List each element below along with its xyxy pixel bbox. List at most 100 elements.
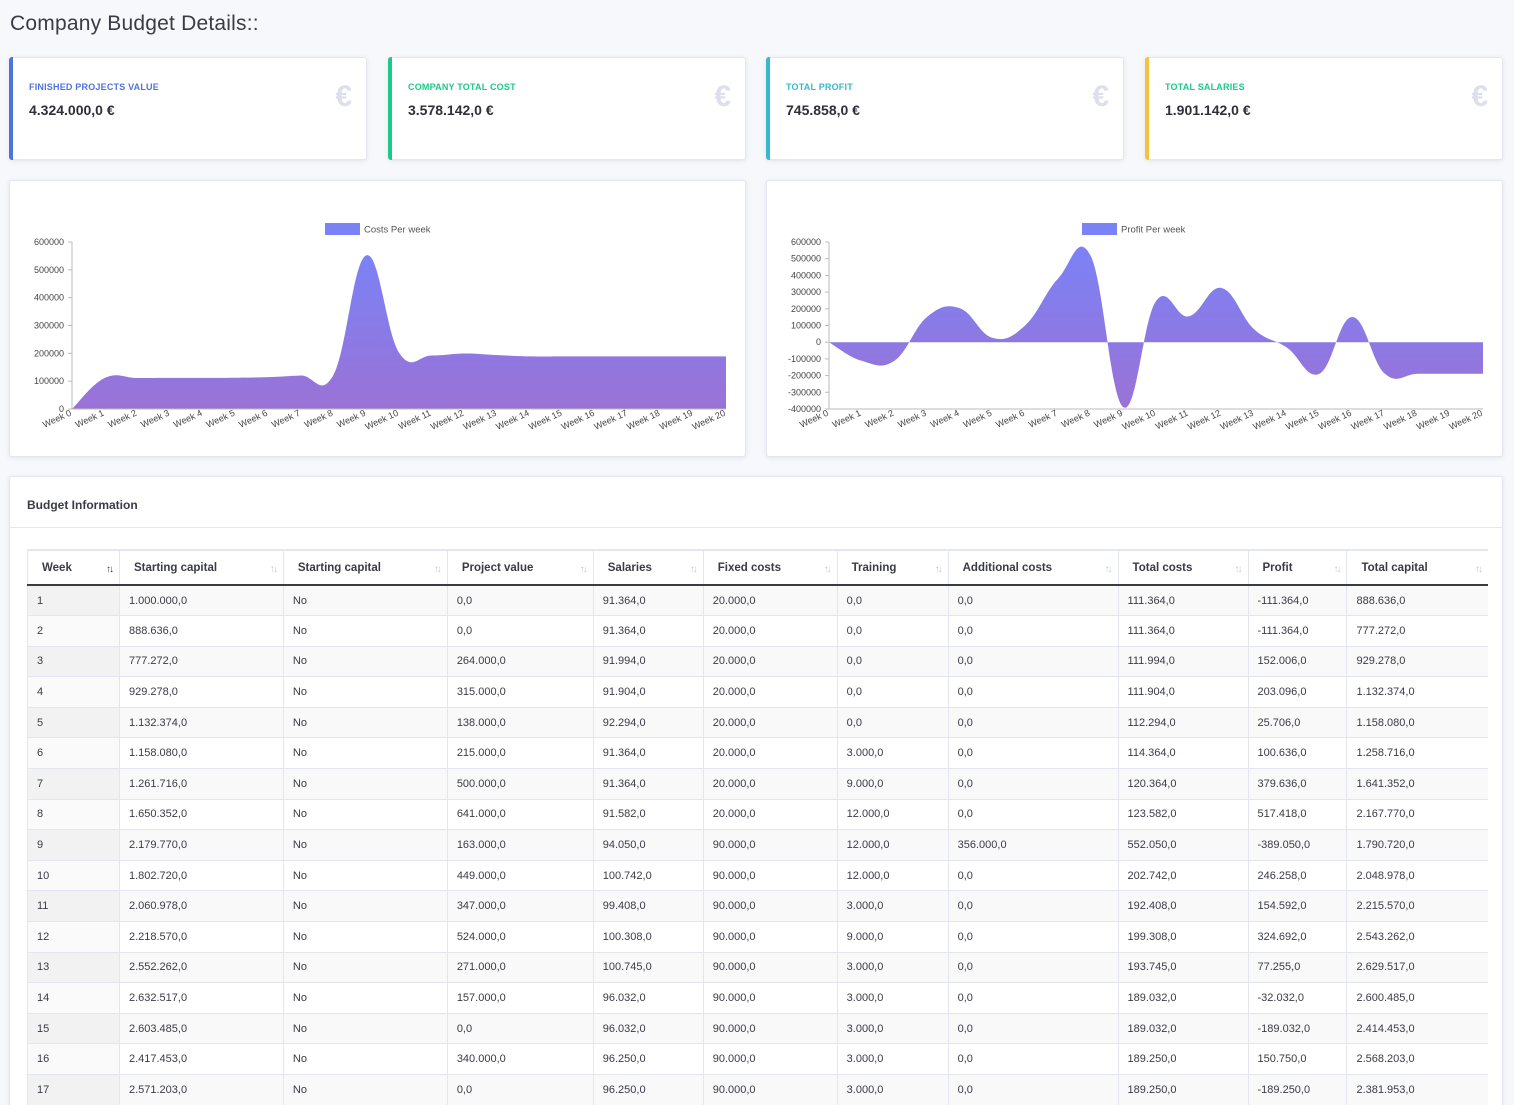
column-header[interactable]: Profit ↑↓ [1247, 549, 1347, 586]
column-header[interactable]: Starting capital ↑↓ [282, 549, 448, 586]
table-row[interactable]: 5 1.132.374,0 No 138.000,0 92.294,0 20.000,0 0… [27, 707, 1488, 739]
table-cell: 91.364,0 [592, 585, 704, 617]
column-header[interactable]: Fixed costs ↑↓ [702, 549, 838, 586]
table-row[interactable]: 13 2.552.262,0 No 271.000,0 100.745,0 90.000,… [27, 952, 1488, 984]
y-tick-label: 600000 [791, 237, 821, 247]
table-cell: 96.032,0 [592, 982, 704, 1014]
sort-icon[interactable]: ↑↓ [433, 564, 442, 575]
table-cell: 2.568.203,0 [1346, 1043, 1488, 1075]
table-cell: 0,0 [947, 707, 1119, 739]
table-row[interactable]: 8 1.650.352,0 No 641.000,0 91.582,0 20.000,0 1… [27, 799, 1488, 831]
x-tick-label: Week 15 [1284, 408, 1320, 432]
x-tick-label: Week 3 [139, 408, 171, 430]
table-row[interactable]: 17 2.571.203,0 No 0,0 96.250,0 90.000,0 3.000,… [27, 1074, 1488, 1105]
column-header[interactable]: Additional costs ↑↓ [947, 549, 1119, 586]
table-cell: 7 [27, 768, 120, 800]
table-cell: 138.000,0 [446, 707, 594, 739]
table-cell: 0,0 [947, 615, 1119, 647]
x-tick-label: Week 11 [1154, 408, 1190, 432]
table-row[interactable]: 10 1.802.720,0 No 449.000,0 100.742,0 90.000,… [27, 860, 1488, 892]
table-cell: 90.000,0 [702, 860, 838, 892]
sort-icon[interactable]: ↑↓ [1234, 564, 1243, 575]
column-header[interactable]: Starting capital ↑↓ [118, 549, 284, 586]
table-row[interactable]: 6 1.158.080,0 No 215.000,0 91.364,0 20.000,0 3… [27, 737, 1488, 770]
sort-icon[interactable]: ↑↓ [1333, 564, 1341, 575]
table-cell: 9.000,0 [836, 768, 949, 800]
column-header[interactable]: Week ↑↓ [27, 549, 120, 586]
table-cell: 96.250,0 [592, 1074, 704, 1105]
table-row[interactable]: 4 929.278,0 No 315.000,0 91.904,0 20.000,0 0,0… [27, 676, 1488, 708]
x-tick-label: Week 10 [364, 408, 400, 432]
table-cell: -111.364,0 [1247, 615, 1347, 647]
table-cell: 0,0 [446, 615, 594, 647]
table-row[interactable]: 12 2.218.570,0 No 524.000,0 100.308,0 90.000,… [27, 921, 1488, 953]
table-cell: 114.364,0 [1117, 737, 1248, 770]
sort-icon[interactable]: ↑↓ [689, 564, 698, 575]
table-cell: 0,0 [836, 676, 949, 708]
sort-icon[interactable]: ↑↓ [269, 564, 278, 575]
series-area[interactable] [829, 246, 1483, 408]
series-area[interactable] [72, 255, 726, 409]
profit-per-week-chart[interactable]: Profit Per week -400000 -300000 -200000 -100… [767, 181, 1504, 458]
x-tick-label: Week 18 [625, 408, 661, 432]
table-cell: 2.632.517,0 [118, 982, 284, 1014]
sort-icon[interactable]: ↑↓ [823, 564, 832, 575]
table-cell: 90.000,0 [702, 921, 838, 953]
table-row[interactable]: 1 1.000.000,0 No 0,0 91.364,0 20.000,0 0,0 0,0 1… [27, 585, 1488, 617]
table-row[interactable]: 14 2.632.517,0 No 157.000,0 96.032,0 90.000,0… [27, 982, 1488, 1014]
column-header[interactable]: Total costs ↑↓ [1117, 549, 1248, 586]
column-header[interactable]: Training ↑↓ [836, 549, 949, 586]
table-cell: No [282, 921, 448, 953]
sort-icon[interactable]: ↑↓ [105, 564, 114, 575]
table-cell: 90.000,0 [702, 1074, 838, 1105]
table-row[interactable]: 2 888.636,0 No 0,0 91.364,0 20.000,0 0,0 0,0 111… [27, 615, 1488, 647]
x-tick-label: Week 5 [962, 408, 994, 430]
costs-per-week-chart[interactable]: Costs Per week 0 100000 200000 300000 400000 5… [10, 181, 747, 458]
table-cell: 20.000,0 [702, 676, 838, 708]
table-cell: 3 [27, 646, 120, 678]
y-tick-label: 200000 [34, 348, 64, 358]
card-header: Budget Information [10, 477, 1502, 528]
table-row[interactable]: 16 2.417.453,0 No 340.000,0 96.250,0 90.000,0… [27, 1043, 1488, 1075]
table-cell: 12.000,0 [836, 829, 949, 861]
table-cell: 90.000,0 [702, 1043, 838, 1075]
budget-information-card: Budget Information Week ↑↓ Starting capita… [9, 476, 1503, 1105]
table-row[interactable]: 15 2.603.485,0 No 0,0 96.032,0 90.000,0 3.000,… [27, 1013, 1488, 1045]
table-cell: 264.000,0 [446, 646, 594, 678]
sort-icon[interactable]: ↑↓ [1104, 564, 1113, 575]
chart-legend[interactable]: Profit Per week [1082, 223, 1186, 236]
table-row[interactable]: 3 777.272,0 No 264.000,0 91.994,0 20.000,0 0,0… [27, 646, 1488, 678]
column-header[interactable]: Project value ↑↓ [446, 549, 594, 586]
table-cell: 1 [27, 585, 120, 617]
table-row[interactable]: 9 2.179.770,0 No 163.000,0 94.050,0 90.000,0 1… [27, 829, 1488, 861]
table-cell: No [282, 829, 448, 861]
table-cell: 0,0 [947, 676, 1119, 708]
table-cell: 157.000,0 [446, 982, 594, 1014]
column-header[interactable]: Salaries ↑↓ [592, 549, 704, 586]
table-cell: 20.000,0 [702, 707, 838, 739]
table-cell: 2.060.978,0 [118, 890, 284, 923]
stat-accent-bar [9, 57, 13, 160]
column-header-label: Total costs [1132, 561, 1193, 574]
table-cell: 14 [27, 982, 120, 1014]
table-cell: 2.167.770,0 [1346, 799, 1488, 831]
table-row[interactable]: 7 1.261.716,0 No 500.000,0 91.364,0 20.000,0 9… [27, 768, 1488, 800]
table-cell: 2.218.570,0 [118, 921, 284, 953]
table-row[interactable]: 11 2.060.978,0 No 347.000,0 99.408,0 90.000,0… [27, 890, 1488, 923]
legend-label: Profit Per week [1121, 225, 1186, 236]
chart-legend[interactable]: Costs Per week [325, 223, 431, 236]
table-cell: No [282, 799, 448, 831]
sort-icon[interactable]: ↑↓ [579, 564, 588, 575]
sort-icon[interactable]: ↑↓ [1475, 564, 1483, 575]
table-cell: 96.250,0 [592, 1043, 704, 1075]
stat-label: TOTAL PROFIT [786, 82, 853, 92]
table-cell: 324.692,0 [1247, 921, 1347, 953]
table-cell: 1.000.000,0 [118, 585, 284, 617]
sort-icon[interactable]: ↑↓ [934, 564, 943, 575]
table-cell: 91.582,0 [592, 799, 704, 831]
table-cell: 202.742,0 [1117, 860, 1248, 892]
table-cell: -189.250,0 [1247, 1074, 1347, 1105]
column-header[interactable]: Total capital ↑↓ [1346, 549, 1488, 586]
budget-table: Week ↑↓ Starting capital ↑↓ Starting capital… [27, 549, 1488, 1105]
table-cell: 120.364,0 [1117, 768, 1248, 800]
